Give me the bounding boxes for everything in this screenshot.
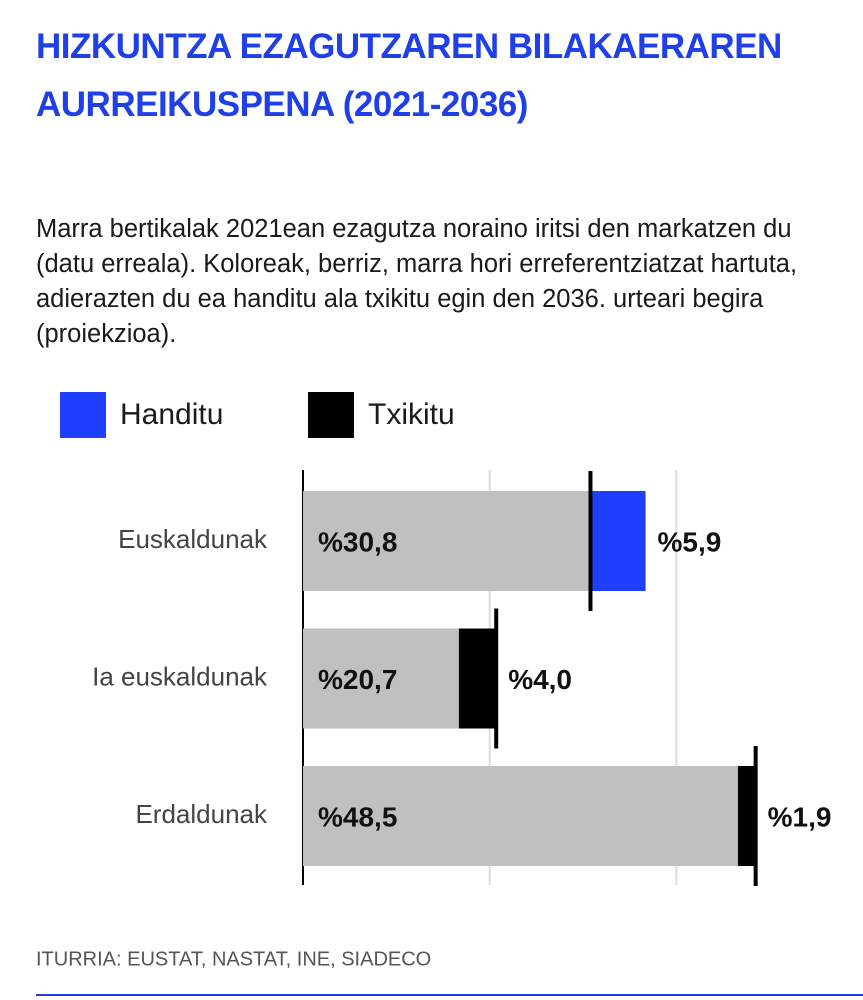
- change-label: %1,9: [768, 801, 832, 832]
- base-label: %20,7: [318, 664, 397, 695]
- base-label: %48,5: [318, 801, 397, 832]
- base-label: %30,8: [318, 526, 397, 557]
- legend-swatch: [308, 392, 354, 438]
- legend-label: Handitu: [120, 398, 223, 431]
- change-bar: [737, 766, 756, 866]
- change-label: %5,9: [658, 526, 722, 557]
- change-label: %4,0: [508, 664, 572, 695]
- chart-title: HIZKUNTZA EZAGUTZAREN BILAKAERAREN AURRE…: [36, 27, 782, 124]
- change-bar: [458, 628, 497, 729]
- category-label: Euskaldunak: [118, 524, 268, 554]
- source: ITURRIA: EUSTAT, NASTAT, INE, SIADECO: [36, 948, 431, 970]
- category-label: Ia euskaldunak: [92, 661, 268, 691]
- legend-swatch: [60, 392, 106, 438]
- category-label: Erdaldunak: [135, 799, 268, 829]
- base-bar: [303, 491, 591, 591]
- base-bar: [303, 628, 459, 729]
- change-bar: [590, 491, 646, 591]
- base-bar: [303, 766, 738, 866]
- chart-subtitle: Marra bertikalak 2021ean ezagutza norain…: [36, 215, 798, 348]
- legend-label: Txikitu: [368, 398, 455, 431]
